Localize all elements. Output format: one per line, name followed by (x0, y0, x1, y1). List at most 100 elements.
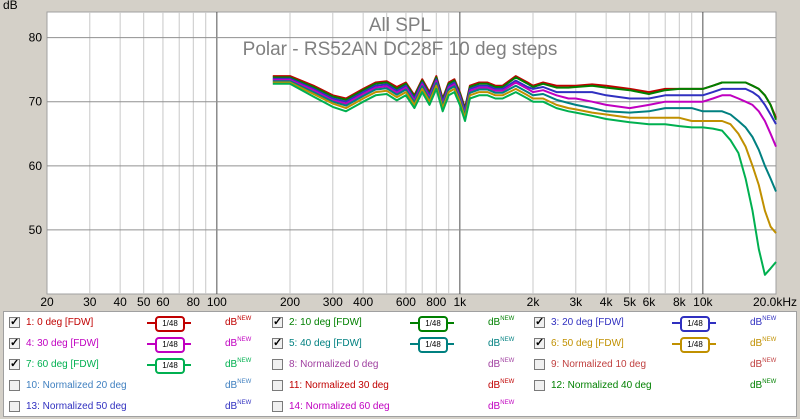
x-tick-label: 50 (137, 295, 151, 309)
legend-checkbox[interactable]: ✓ (272, 337, 283, 349)
x-tick-label: 8k (673, 295, 687, 309)
smoothing-button[interactable]: 1/48 (672, 337, 716, 353)
x-tick-label: 4k (600, 295, 614, 309)
legend-unit: dBNEW (488, 357, 514, 373)
legend-checkbox[interactable]: ✓ (9, 316, 20, 328)
legend-unit: dBNEW (488, 315, 514, 331)
legend-item[interactable]: 12: Normalized 40 deg dBNEW (534, 378, 792, 394)
legend-checkbox[interactable]: ✓ (272, 316, 283, 328)
smoothing-label: 1/48 (680, 337, 710, 353)
legend-unit-text: dB (750, 338, 763, 349)
legend-item[interactable]: ✓ 2: 10 deg [FDW] 1/48 dBNEW (272, 315, 530, 332)
legend-unit: dBNEW (750, 378, 776, 394)
legend-unit-text: dB (750, 380, 763, 391)
smoothing-button[interactable]: 1/48 (147, 337, 191, 353)
legend-unit-text: dB (488, 380, 501, 391)
x-tick-label: 20.0kHz (753, 295, 797, 309)
legend-item[interactable]: ✓ 5: 40 deg [FDW] 1/48 dBNEW (272, 336, 530, 353)
legend-item[interactable]: ✓ 7: 60 deg [FDW] 1/48 dBNEW (9, 357, 267, 374)
legend-item[interactable]: 10: Normalized 20 deg dBNEW (9, 378, 267, 394)
legend-unit-text: dB (750, 317, 763, 328)
y-tick-label: 60 (29, 159, 43, 173)
x-tick-label: 20 (40, 295, 54, 309)
legend-checkbox[interactable] (9, 380, 20, 391)
legend-item[interactable]: ✓ 4: 30 deg [FDW] 1/48 dBNEW (9, 336, 267, 353)
legend-checkbox[interactable]: ✓ (534, 337, 545, 349)
legend-unit-text: dB (225, 359, 238, 370)
legend-checkbox[interactable] (272, 401, 283, 412)
legend-unit-sup: NEW (762, 316, 777, 322)
legend-unit-text: dB (225, 380, 238, 391)
x-tick-label: 10k (693, 295, 713, 309)
chart-subtitle: Polar - RS52AN DC28F 10 deg steps (243, 39, 558, 60)
legend-item[interactable]: ✓ 6: 50 deg [FDW] 1/48 dBNEW (534, 336, 792, 353)
spl-chart-svg[interactable]: All SPL Polar - RS52AN DC28F 10 deg steps… (0, 0, 800, 310)
legend-item[interactable]: 13: Normalized 50 deg dBNEW (9, 399, 267, 415)
legend-label: 3: 20 deg [FDW] (551, 317, 624, 328)
legend-unit: dBNEW (750, 336, 776, 352)
smoothing-button[interactable]: 1/48 (410, 316, 454, 332)
legend-unit: dBNEW (488, 399, 514, 415)
legend-unit: dBNEW (750, 315, 776, 331)
series-line-6 (272, 81, 777, 234)
smoothing-button[interactable]: 1/48 (147, 358, 191, 374)
x-tick-label: 6k (643, 295, 657, 309)
legend-unit-sup: NEW (762, 337, 777, 343)
legend-checkbox[interactable] (272, 380, 283, 391)
legend-unit-sup: NEW (237, 400, 252, 406)
legend-unit-text: dB (225, 401, 238, 412)
legend-label: 1: 0 deg [FDW] (26, 317, 94, 328)
legend-unit: dBNEW (488, 378, 514, 394)
smoothing-button[interactable]: 1/48 (147, 316, 191, 332)
legend-label: 9: Normalized 10 deg (551, 359, 647, 370)
smoothing-button[interactable]: 1/48 (672, 316, 716, 332)
legend-checkbox[interactable]: ✓ (534, 316, 545, 328)
y-tick-label: 80 (29, 31, 43, 45)
series-line-4 (272, 78, 777, 147)
legend-item[interactable]: 9: Normalized 10 deg dBNEW (534, 357, 792, 373)
legend-item[interactable]: 11: Normalized 30 deg dBNEW (272, 378, 530, 394)
x-tick-label: 2k (527, 295, 541, 309)
legend-item[interactable]: 14: Normalized 60 deg dBNEW (272, 399, 530, 415)
x-tick-label: 3k (569, 295, 583, 309)
legend-checkbox[interactable] (534, 380, 545, 391)
x-tick-label: 800 (426, 295, 446, 309)
legend-unit-sup: NEW (500, 358, 515, 364)
legend-item[interactable]: ✓ 3: 20 deg [FDW] 1/48 dBNEW (534, 315, 792, 332)
x-tick-label: 200 (280, 295, 300, 309)
smoothing-button[interactable]: 1/48 (410, 337, 454, 353)
legend-unit-sup: NEW (237, 358, 252, 364)
legend-label: 13: Normalized 50 deg (26, 401, 127, 412)
legend-unit-sup: NEW (500, 379, 515, 385)
y-axis-label: dB (3, 0, 18, 12)
legend-unit: dBNEW (225, 399, 251, 415)
legend-label: 5: 40 deg [FDW] (289, 338, 362, 349)
x-tick-label: 5k (623, 295, 637, 309)
legend-checkbox[interactable] (534, 359, 545, 370)
legend-unit-text: dB (488, 359, 501, 370)
series-line-2 (272, 76, 777, 121)
series-line-7 (272, 82, 777, 276)
smoothing-label: 1/48 (155, 337, 185, 353)
legend-unit: dBNEW (225, 378, 251, 394)
legend-checkbox[interactable]: ✓ (9, 337, 20, 349)
legend-unit: dBNEW (225, 336, 251, 352)
legend-item[interactable]: 8: Normalized 0 deg dBNEW (272, 357, 530, 373)
legend-label: 2: 10 deg [FDW] (289, 317, 362, 328)
plot-area[interactable] (46, 11, 777, 295)
legend-label: 11: Normalized 30 deg (289, 380, 389, 391)
legend-unit: dBNEW (488, 336, 514, 352)
legend-label: 6: 50 deg [FDW] (551, 338, 624, 349)
legend-unit-sup: NEW (762, 379, 777, 385)
legend-item[interactable]: ✓ 1: 0 deg [FDW] 1/48 dBNEW (9, 315, 267, 332)
legend-checkbox[interactable] (9, 401, 20, 412)
smoothing-label: 1/48 (155, 358, 185, 374)
legend-unit-text: dB (488, 317, 501, 328)
legend-checkbox[interactable] (272, 359, 283, 370)
legend-checkbox[interactable]: ✓ (9, 358, 20, 370)
legend-unit: dBNEW (225, 315, 251, 331)
y-tick-label: 70 (29, 95, 43, 109)
legend-label: 10: Normalized 20 deg (26, 380, 127, 391)
spl-chart[interactable]: All SPL Polar - RS52AN DC28F 10 deg steps… (0, 0, 800, 310)
legend-unit-sup: NEW (500, 316, 515, 322)
